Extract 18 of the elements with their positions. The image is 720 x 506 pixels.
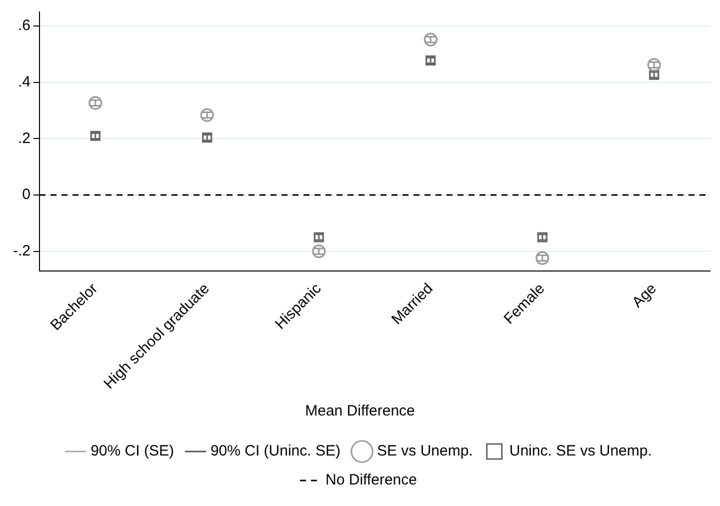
y-tick-label: .6	[18, 17, 31, 34]
point	[647, 58, 661, 72]
point	[200, 108, 214, 122]
legend-title: Mean Difference	[305, 402, 415, 420]
legend-label: Uninc. SE vs Unemp.	[509, 442, 652, 460]
y-tick-label: -.2	[12, 242, 31, 260]
legend-label: 90% CI (SE)	[90, 442, 174, 460]
legend-label: SE vs Unemp.	[376, 442, 473, 460]
legend-label: No Difference	[326, 472, 417, 489]
point	[424, 32, 438, 46]
y-tick-label: .4	[18, 74, 31, 91]
point	[536, 251, 550, 265]
legend-label: 90% CI (Uninc. SE)	[210, 442, 340, 460]
y-tick-label: 0	[22, 186, 31, 204]
y-tick-label: .2	[18, 130, 31, 147]
x-tick-label: Age	[628, 280, 660, 312]
point	[88, 96, 102, 110]
point	[312, 244, 326, 258]
